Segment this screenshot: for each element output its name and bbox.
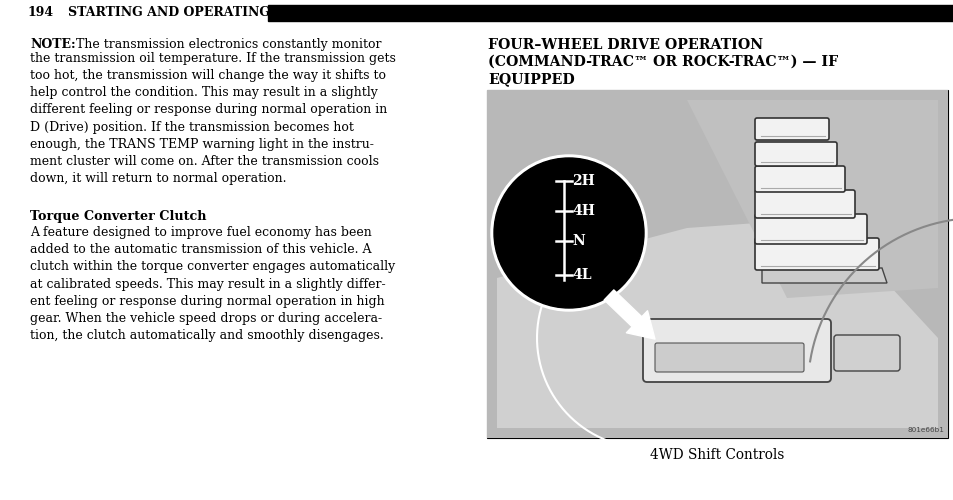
Text: STARTING AND OPERATING: STARTING AND OPERATING — [68, 6, 270, 20]
Text: NOTE:: NOTE: — [30, 38, 75, 51]
Text: A feature designed to improve fuel economy has been
added to the automatic trans: A feature designed to improve fuel econo… — [30, 226, 395, 342]
FancyBboxPatch shape — [754, 142, 836, 166]
Text: (COMMAND-TRAC™ OR ROCK-TRAC™) — IF: (COMMAND-TRAC™ OR ROCK-TRAC™) — IF — [488, 55, 838, 69]
FancyBboxPatch shape — [655, 343, 803, 372]
Bar — [486, 90, 947, 438]
Text: N: N — [572, 234, 584, 248]
Circle shape — [491, 155, 646, 311]
Text: 2H: 2H — [572, 174, 594, 188]
Polygon shape — [497, 218, 937, 428]
Text: 194: 194 — [28, 6, 54, 20]
Polygon shape — [686, 100, 937, 298]
FancyArrowPatch shape — [603, 290, 655, 339]
Text: 4H: 4H — [572, 204, 595, 218]
FancyBboxPatch shape — [754, 214, 866, 244]
Bar — [486, 90, 947, 438]
Polygon shape — [761, 268, 886, 283]
Bar — [268, 5, 953, 21]
Text: FOUR–WHEEL DRIVE OPERATION: FOUR–WHEEL DRIVE OPERATION — [488, 38, 762, 52]
Text: the transmission oil temperature. If the transmission gets
too hot, the transmis: the transmission oil temperature. If the… — [30, 52, 395, 185]
Text: 4L: 4L — [572, 268, 591, 282]
Text: Torque Converter Clutch: Torque Converter Clutch — [30, 210, 206, 223]
FancyBboxPatch shape — [754, 118, 828, 140]
FancyBboxPatch shape — [754, 190, 854, 218]
Bar — [0, 0, 953, 22]
Text: 801e66b1: 801e66b1 — [906, 427, 943, 433]
FancyBboxPatch shape — [642, 319, 830, 382]
FancyBboxPatch shape — [754, 166, 844, 192]
Text: EQUIPPED: EQUIPPED — [488, 72, 574, 86]
Text: The transmission electronics constantly monitor: The transmission electronics constantly … — [68, 38, 381, 51]
Circle shape — [494, 158, 643, 308]
Text: 4WD Shift Controls: 4WD Shift Controls — [650, 448, 784, 462]
FancyBboxPatch shape — [754, 238, 878, 270]
FancyBboxPatch shape — [833, 335, 899, 371]
